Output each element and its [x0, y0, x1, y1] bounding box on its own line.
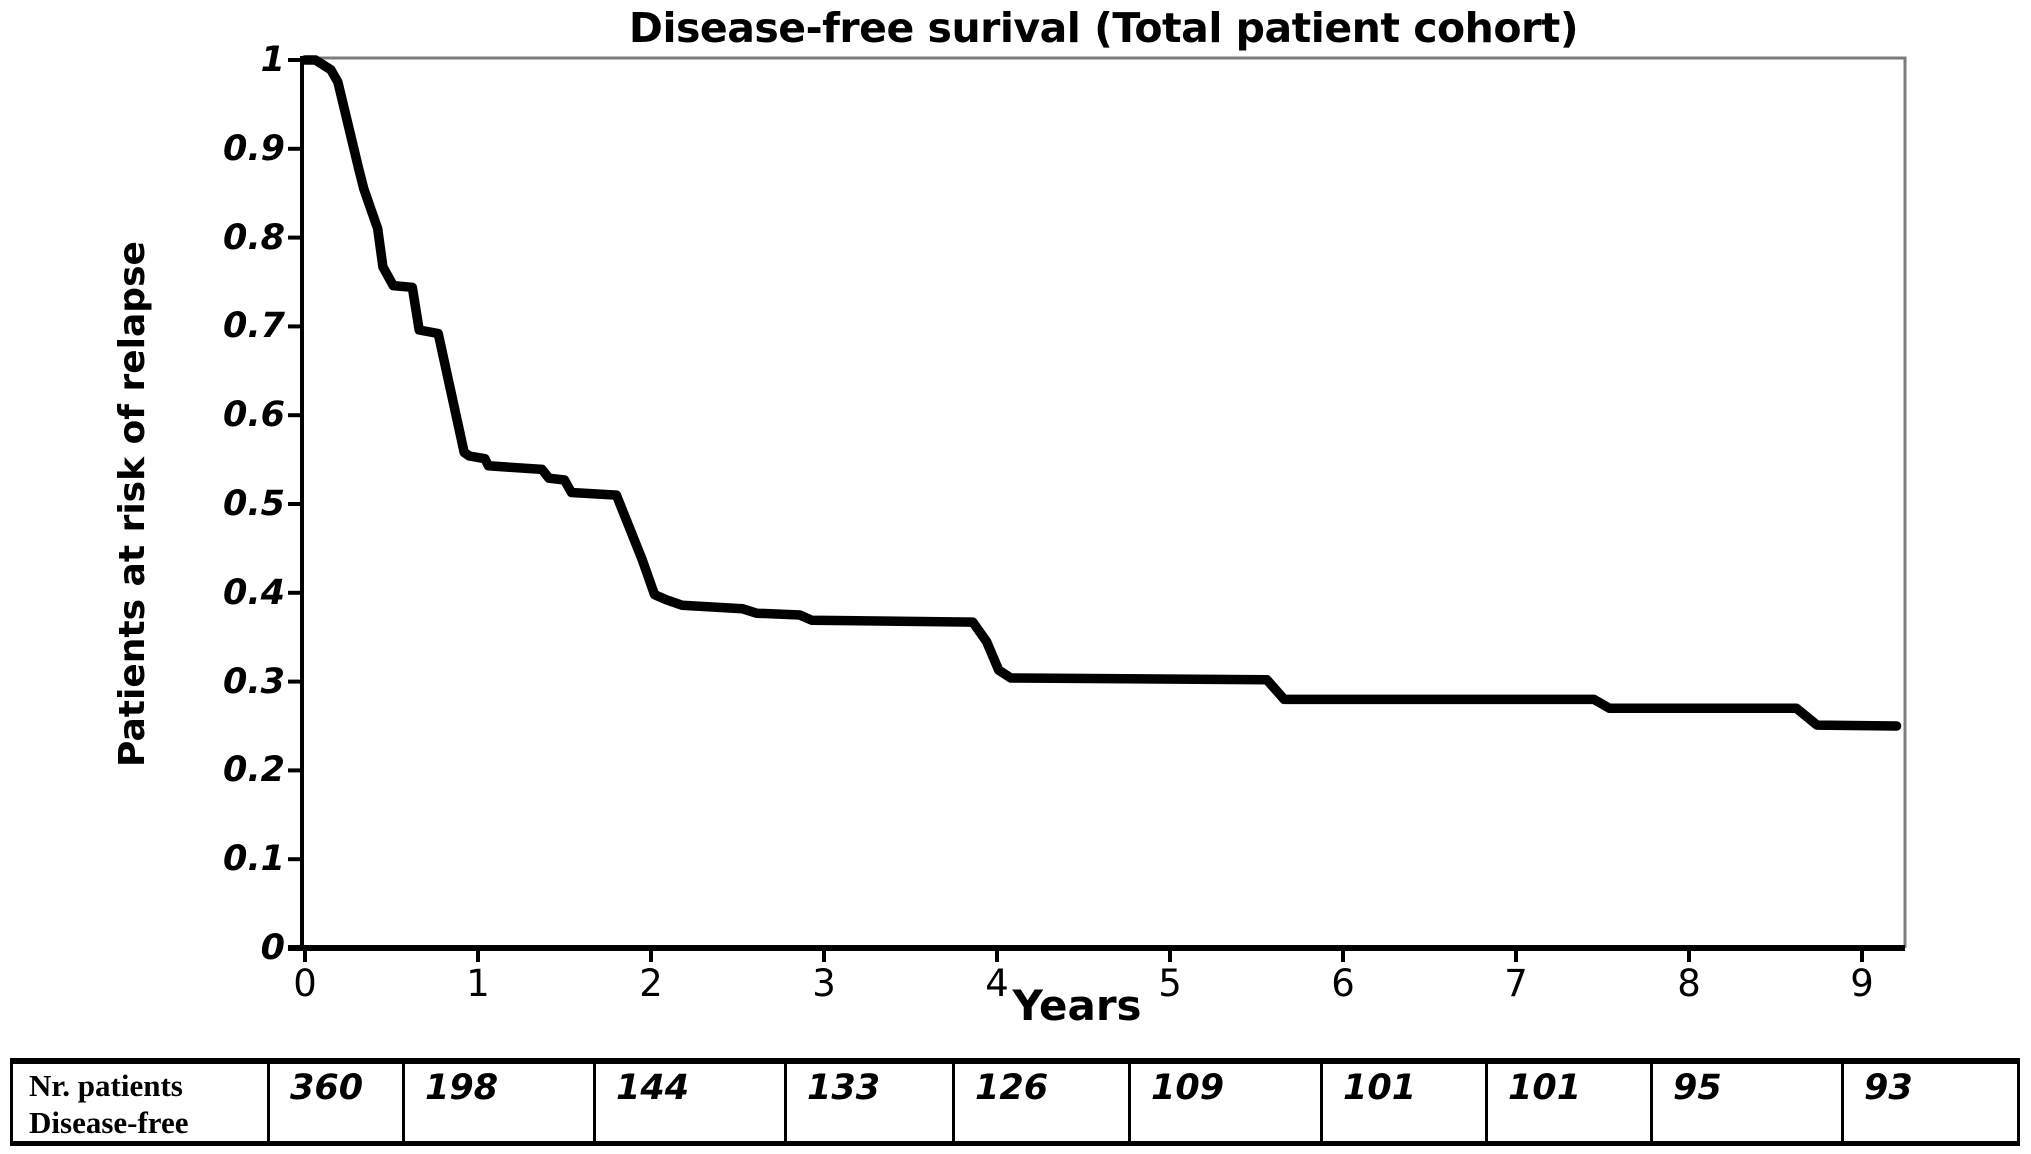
risk-count-year-9: 93: [1841, 1064, 2023, 1141]
y-tick-label-0.5: 0.5: [222, 484, 285, 524]
x-tick-label-0: 0: [293, 962, 317, 1005]
x-tick-label-6: 6: [1331, 962, 1355, 1005]
risk-count-year-6: 101: [1320, 1064, 1485, 1141]
y-tick-label-1: 1: [260, 40, 285, 80]
y-tick-label-0.6: 0.6: [222, 395, 285, 436]
y-tick-label-0: 0: [260, 928, 285, 968]
risk-count-year-4: 126: [952, 1064, 1128, 1141]
x-tick-label-2: 2: [639, 962, 663, 1005]
y-tick-label-0.8: 0.8: [222, 217, 285, 258]
x-tick-label-5: 5: [1158, 962, 1182, 1005]
x-tick-label-3: 3: [812, 962, 836, 1005]
y-tick-label-0.2: 0.2: [222, 750, 285, 791]
x-tick-label-4: 4: [985, 962, 1009, 1005]
patients-at-risk-table: Nr. patients Disease-free 360 198 144 133 12…: [10, 1058, 2020, 1146]
risk-count-year-8: 95: [1650, 1064, 1841, 1141]
risk-count-year-2: 144: [593, 1064, 784, 1141]
risk-count-year-7: 101: [1485, 1064, 1650, 1141]
x-axis-title: Years: [1012, 981, 1142, 1030]
risk-table-row-label-line1: Nr. patients: [29, 1068, 183, 1103]
y-tick-label-0.1: 0.1: [222, 839, 285, 880]
x-tick-label-1: 1: [466, 962, 490, 1005]
risk-table-row-label-line2: Disease-free: [29, 1105, 189, 1140]
y-tick-label-0.9: 0.9: [222, 128, 285, 169]
y-tick-label-0.3: 0.3: [222, 661, 285, 702]
survival-curve: [300, 55, 1902, 731]
y-axis-title: Patients at risk of relapse: [112, 241, 153, 767]
plot-frame: [302, 56, 1907, 948]
y-tick-label-0.7: 0.7: [222, 306, 285, 347]
risk-count-year-3: 133: [784, 1064, 952, 1141]
risk-table-row-label: Nr. patients Disease-free: [13, 1064, 267, 1141]
y-tick-label-0.4: 0.4: [222, 572, 285, 613]
x-tick-label-8: 8: [1677, 962, 1701, 1005]
x-tick-label-7: 7: [1504, 962, 1528, 1005]
risk-count-year-5: 109: [1128, 1064, 1320, 1141]
x-tick-label-9: 9: [1850, 962, 1874, 1005]
risk-count-year-0: 360: [267, 1064, 402, 1141]
plot-area: [288, 55, 1907, 962]
chart-title: Disease-free surival (Total patient coho…: [628, 4, 1579, 52]
risk-count-year-1: 198: [402, 1064, 593, 1141]
